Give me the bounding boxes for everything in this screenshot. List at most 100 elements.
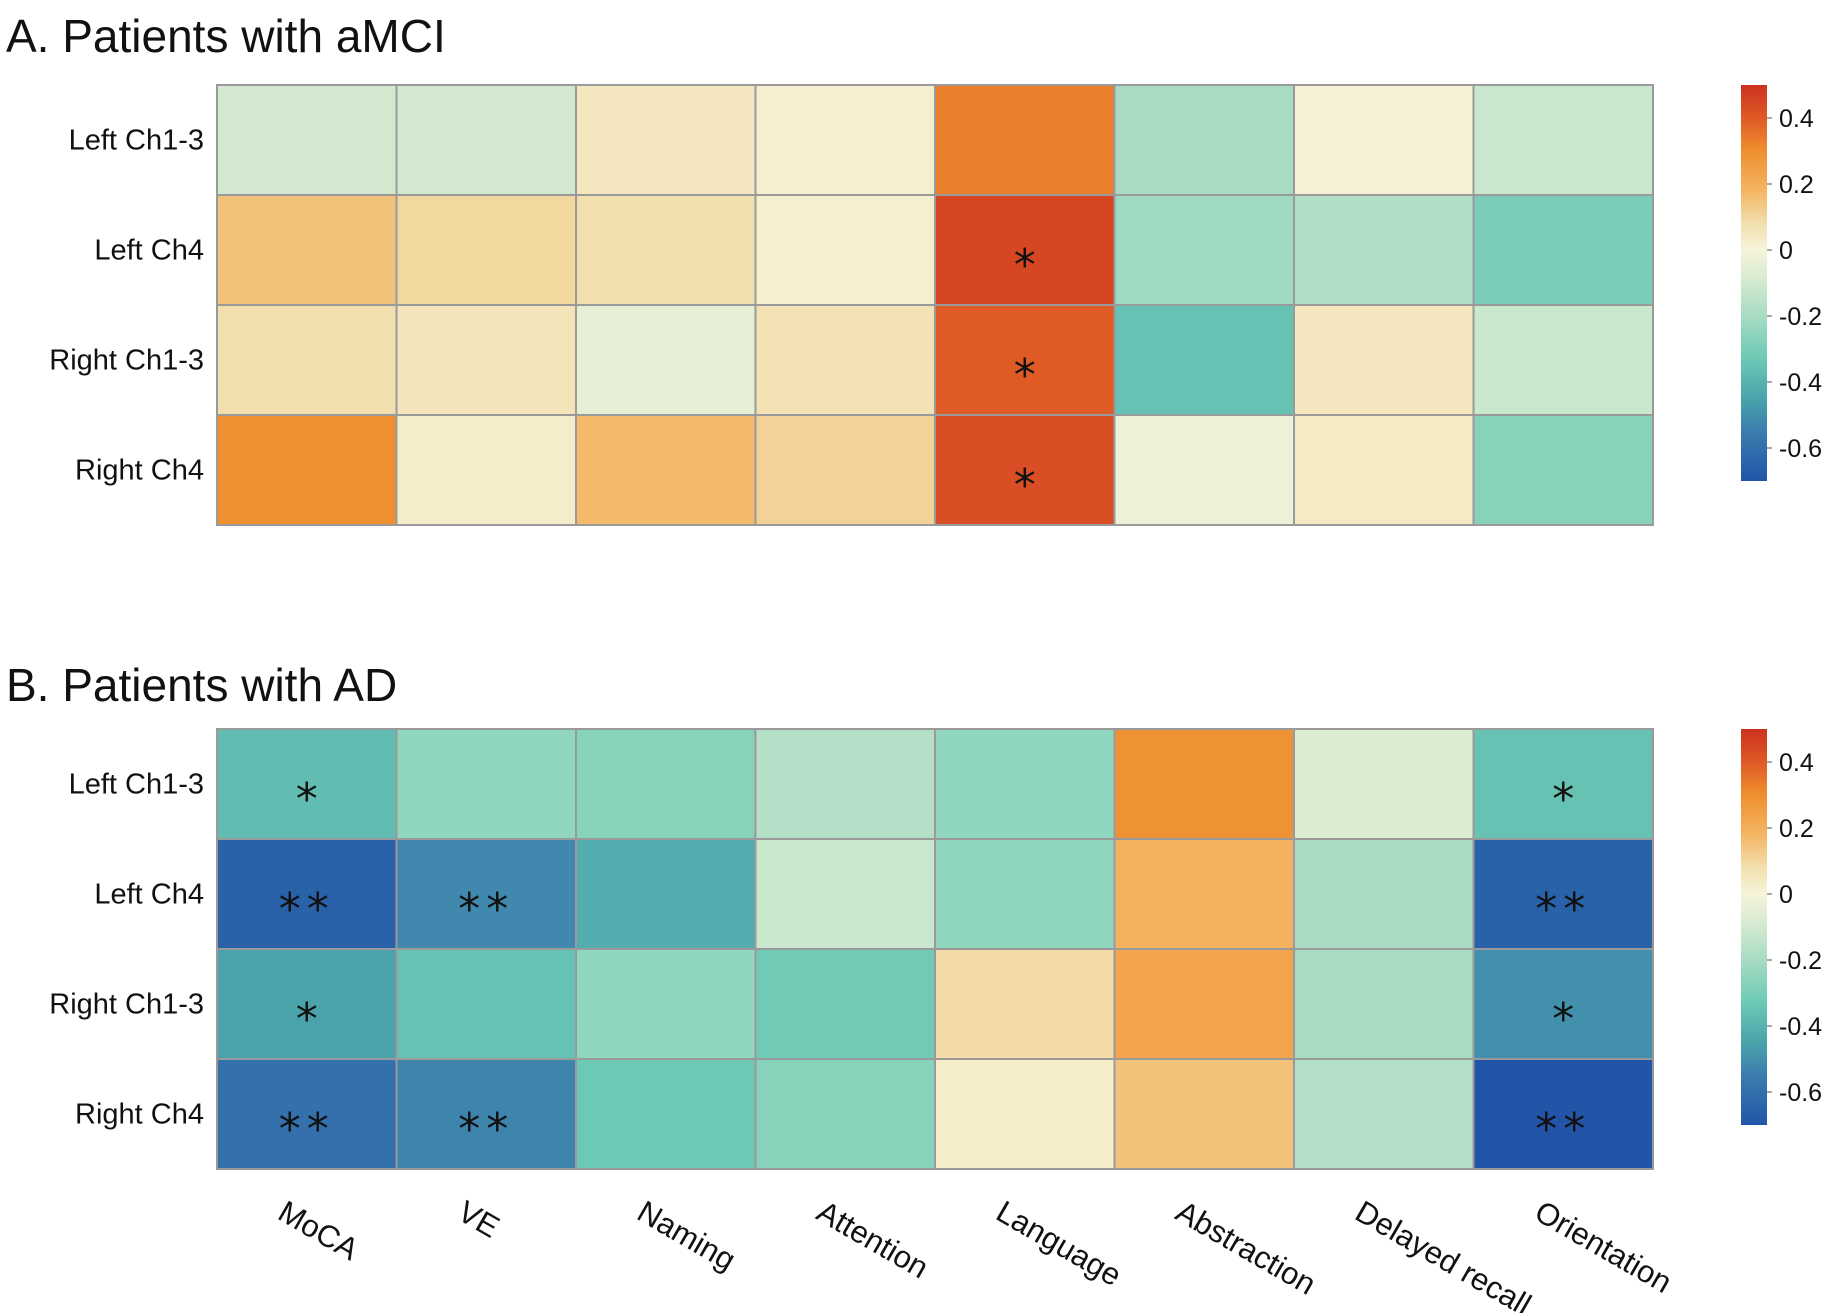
heatmap-cell	[575, 838, 757, 950]
heatmap-cell	[1472, 84, 1654, 196]
colorbar-tick-label: 0.2	[1779, 171, 1814, 199]
row-label: Right Ch4	[75, 1099, 204, 1131]
heatmap-cell	[216, 1058, 398, 1170]
significance-marks-amci: * * *	[1014, 240, 1036, 511]
significance-mark: **	[1535, 1104, 1591, 1155]
column-label: VE	[452, 1194, 505, 1245]
heatmap-cell	[575, 304, 757, 416]
heatmap-cell	[934, 84, 1116, 196]
significance-mark: *	[1552, 774, 1574, 825]
significance-mark: **	[279, 1104, 335, 1155]
heatmap-cell	[934, 414, 1116, 526]
heatmap-cell	[575, 728, 757, 840]
colorbar-amci: 0.4 0.2 0 -0.2 -0.4 -0.6	[1741, 85, 1822, 481]
colorbar-tick-label: -0.6	[1779, 1079, 1822, 1107]
significance-mark: *	[1014, 350, 1036, 401]
heatmap-cells-amci	[216, 84, 1654, 526]
heatmap-cell	[1293, 304, 1475, 416]
column-label: MoCA	[273, 1194, 365, 1268]
heatmap-cell	[1293, 414, 1475, 526]
heatmap-cell	[395, 1058, 577, 1170]
row-label: Left Ch1-3	[69, 125, 204, 157]
heatmap-cell	[395, 414, 577, 526]
heatmap-cell	[934, 838, 1116, 950]
significance-mark: *	[296, 774, 318, 825]
heatmap-cell	[1472, 414, 1654, 526]
heatmap-cell	[754, 948, 936, 1060]
heatmap-cell	[934, 194, 1116, 306]
row-label: Left Ch1-3	[69, 769, 204, 801]
colorbar-tick-label: -0.2	[1779, 947, 1822, 975]
panel-title-ad: B. Patients with AD	[6, 659, 397, 711]
heatmap-cell	[1293, 194, 1475, 306]
heatmap-cell	[1113, 414, 1295, 526]
heatmap-cell	[754, 838, 936, 950]
heatmap-cell	[216, 414, 398, 526]
heatmap-cell	[934, 304, 1116, 416]
heatmap-cell	[395, 948, 577, 1060]
heatmap-cell	[754, 84, 936, 196]
heatmap-cell	[575, 1058, 757, 1170]
significance-mark: *	[296, 994, 318, 1045]
colorbar-tick-label: -0.4	[1779, 369, 1822, 397]
significance-mark: *	[1552, 994, 1574, 1045]
colorbar-tick-label: 0.2	[1779, 815, 1814, 843]
column-labels: MoCA VE Naming Attention Language Abstraction…	[273, 1194, 1678, 1313]
heatmap-cell	[1113, 838, 1295, 950]
heatmap-cell	[1113, 1058, 1295, 1170]
heatmap-cell	[1472, 194, 1654, 306]
row-label: Right Ch4	[75, 455, 204, 487]
heatmap-cell	[754, 304, 936, 416]
heatmap-cell	[754, 194, 936, 306]
heatmap-cell	[1472, 304, 1654, 416]
row-labels-ad: Left Ch1-3 Left Ch4 Right Ch1-3 Right Ch4	[49, 769, 204, 1131]
row-labels-amci: Left Ch1-3 Left Ch4 Right Ch1-3 Right Ch4	[49, 125, 204, 487]
heatmap-cell	[1113, 304, 1295, 416]
row-label: Left Ch4	[94, 879, 204, 911]
column-label: Language	[991, 1194, 1128, 1293]
heatmap-cell	[934, 1058, 1116, 1170]
row-label: Right Ch1-3	[49, 989, 204, 1021]
heatmap-cell	[1113, 948, 1295, 1060]
heatmap-panel-amci: A. Patients with aMCI Left Ch1-3 Left Ch4…	[6, 10, 1822, 526]
significance-mark: **	[458, 1104, 514, 1155]
heatmap-cell	[395, 728, 577, 840]
colorbar-ad: 0.4 0.2 0 -0.2 -0.4 -0.6	[1741, 729, 1822, 1125]
colorbar-tick-label: 0.4	[1779, 749, 1814, 777]
heatmap-cell	[1113, 728, 1295, 840]
significance-mark: **	[458, 884, 514, 935]
column-label: Abstraction	[1170, 1194, 1322, 1302]
heatmap-cell	[395, 838, 577, 950]
heatmap-cell	[754, 414, 936, 526]
heatmap-cell	[395, 84, 577, 196]
heatmap-cell	[934, 728, 1116, 840]
significance-marks-ad: * *** ** *** *** ** **	[279, 774, 1591, 1155]
colorbar-tick-label: 0	[1779, 237, 1793, 265]
heatmap-cell	[575, 414, 757, 526]
heatmap-cell	[1472, 1058, 1654, 1170]
colorbar-tick-label: -0.2	[1779, 303, 1822, 331]
heatmap-cell	[1472, 728, 1654, 840]
row-label: Left Ch4	[94, 235, 204, 267]
heatmap-cell	[575, 948, 757, 1060]
significance-mark: *	[1014, 460, 1036, 511]
colorbar-tick-label: 0.4	[1779, 105, 1814, 133]
heatmap-cell	[1293, 728, 1475, 840]
heatmap-cell	[575, 84, 757, 196]
heatmap-cell	[395, 304, 577, 416]
column-label: Orientation	[1529, 1194, 1678, 1300]
heatmap-cell	[216, 304, 398, 416]
heatmap-cell	[1293, 1058, 1475, 1170]
colorbar-gradient	[1741, 729, 1767, 1125]
heatmap-cell	[754, 728, 936, 840]
heatmap-cell	[1293, 948, 1475, 1060]
heatmap-cell	[1293, 84, 1475, 196]
colorbar-tick-label: -0.4	[1779, 1013, 1822, 1041]
panel-title-amci: A. Patients with aMCI	[6, 10, 446, 62]
heatmap-cell	[1472, 948, 1654, 1060]
colorbar-tick-label: -0.6	[1779, 435, 1822, 463]
significance-mark: **	[279, 884, 335, 935]
row-label: Right Ch1-3	[49, 345, 204, 377]
heatmap-cell	[216, 838, 398, 950]
heatmap-cell	[1472, 838, 1654, 950]
